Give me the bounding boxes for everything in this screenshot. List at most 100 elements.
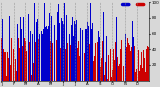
Bar [127, 38, 128, 80]
Bar [22, 46, 23, 80]
Bar [76, 20, 77, 80]
Bar [67, 43, 68, 80]
Bar [24, 38, 25, 80]
Bar [99, 37, 100, 80]
Bar [89, 44, 90, 80]
Bar [45, 27, 46, 80]
Bar [36, 22, 37, 80]
Bar [56, 40, 57, 80]
Bar [112, 70, 113, 80]
Bar [123, 66, 124, 80]
Bar [3, 49, 4, 80]
Bar [74, 21, 75, 80]
Bar [9, 16, 10, 80]
Bar [96, 33, 97, 80]
Bar [139, 71, 140, 80]
Bar [19, 48, 20, 80]
Bar [133, 37, 134, 80]
Bar [6, 76, 7, 80]
Bar [11, 38, 12, 80]
Bar [142, 68, 143, 80]
Bar [98, 31, 99, 80]
Bar [106, 36, 107, 80]
Bar [84, 53, 85, 80]
Bar [12, 50, 13, 80]
Bar [61, 18, 62, 80]
Bar [13, 49, 14, 80]
Bar [28, 14, 29, 80]
Bar [8, 58, 9, 80]
Bar [120, 49, 121, 80]
Bar [33, 63, 34, 80]
Bar [47, 29, 48, 80]
Bar [32, 34, 33, 80]
Bar [81, 35, 82, 80]
Bar [77, 48, 78, 80]
Bar [48, 26, 49, 80]
Bar [88, 26, 89, 80]
Bar [82, 30, 83, 80]
Bar [14, 39, 15, 80]
Bar [68, 15, 69, 80]
Bar [4, 52, 5, 80]
Bar [17, 24, 18, 80]
Bar [138, 50, 139, 80]
Bar [21, 29, 22, 80]
Bar [15, 59, 16, 80]
Bar [118, 66, 119, 80]
Bar [148, 47, 149, 80]
Bar [58, 4, 59, 80]
Bar [101, 58, 102, 80]
Bar [35, 42, 36, 80]
Bar [64, 3, 65, 80]
Bar [91, 29, 92, 80]
Bar [136, 68, 137, 80]
Bar [34, 3, 35, 80]
Bar [147, 46, 148, 80]
Bar [107, 51, 108, 80]
Bar [92, 23, 93, 80]
Bar [60, 48, 61, 80]
Bar [140, 65, 141, 80]
Bar [75, 24, 76, 80]
Bar [49, 13, 50, 80]
Bar [65, 49, 66, 80]
Bar [2, 19, 3, 80]
Bar [111, 77, 112, 80]
Bar [41, 31, 42, 80]
Bar [53, 34, 54, 80]
Bar [31, 75, 32, 80]
Bar [85, 29, 86, 80]
Bar [70, 45, 71, 80]
Bar [80, 28, 81, 80]
Bar [110, 50, 111, 80]
Bar [141, 52, 142, 80]
Bar [78, 41, 79, 80]
Bar [25, 41, 26, 80]
Bar [104, 75, 105, 80]
Bar [69, 34, 70, 80]
Bar [62, 21, 63, 80]
Bar [18, 38, 19, 80]
Bar [7, 52, 8, 80]
Bar [125, 34, 126, 80]
Bar [30, 31, 31, 80]
Bar [134, 46, 135, 80]
Bar [126, 47, 127, 80]
Bar [83, 18, 84, 80]
Bar [54, 25, 55, 80]
Bar [39, 34, 40, 80]
Bar [131, 47, 132, 80]
Bar [97, 42, 98, 80]
Bar [20, 17, 21, 80]
Bar [5, 52, 6, 80]
Bar [90, 3, 91, 80]
Bar [132, 21, 133, 80]
Bar [146, 49, 147, 80]
Bar [116, 17, 117, 80]
Bar [137, 71, 138, 80]
Bar [129, 45, 130, 80]
Bar [93, 61, 94, 80]
Bar [145, 72, 146, 80]
Bar [117, 57, 118, 80]
